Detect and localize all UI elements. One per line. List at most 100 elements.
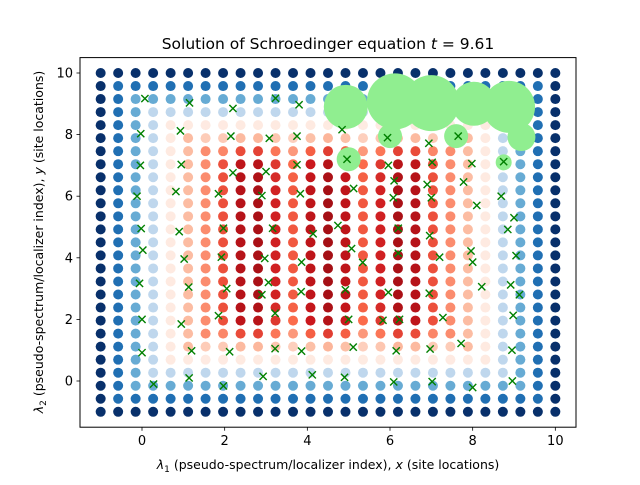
- heatmap-dot: [183, 237, 194, 248]
- heatmap-dot: [200, 250, 211, 261]
- heatmap-dot: [340, 263, 351, 274]
- heatmap-dot: [532, 185, 543, 196]
- heatmap-dot: [95, 237, 106, 248]
- heatmap-dot: [410, 159, 421, 170]
- heatmap-dot: [497, 289, 508, 300]
- heatmap-dot: [357, 354, 368, 365]
- heatmap-dot: [323, 354, 333, 365]
- x-marker: [389, 377, 398, 387]
- x-marker: [341, 285, 350, 294]
- heatmap-dot: [532, 237, 543, 248]
- x-marker: [136, 129, 145, 138]
- heatmap-dot: [218, 198, 229, 209]
- heatmap-dot: [480, 406, 491, 417]
- heatmap-dot: [113, 107, 124, 118]
- heatmap-dot: [410, 133, 421, 144]
- heatmap-dot: [532, 367, 543, 378]
- heatmap-dot: [165, 237, 176, 248]
- heatmap-dot: [148, 289, 159, 300]
- x-marker: [137, 224, 146, 233]
- heatmap-dot: [427, 302, 438, 313]
- heatmap-dot: [445, 198, 456, 209]
- heatmap-dot: [95, 354, 106, 365]
- heatmap-dot: [253, 185, 264, 196]
- x-marker: [135, 279, 144, 288]
- heatmap-dot: [148, 328, 159, 339]
- heatmap-dot: [113, 224, 124, 235]
- heatmap-dot: [200, 380, 211, 391]
- x-marker: [270, 309, 280, 318]
- heatmap-dot: [462, 380, 473, 391]
- heatmap-dot: [323, 263, 333, 274]
- highlight-circle: [483, 80, 536, 133]
- heatmap-dot: [95, 315, 106, 326]
- heatmap-dot: [357, 406, 368, 417]
- heatmap-dot: [130, 211, 141, 222]
- heatmap-dot: [445, 146, 456, 157]
- heatmap-dot: [323, 211, 333, 222]
- heatmap-dot: [410, 315, 421, 326]
- heatmap-dot: [392, 263, 403, 274]
- heatmap-dot: [200, 354, 211, 365]
- heatmap-dot: [165, 367, 176, 378]
- x-marker: [297, 258, 306, 267]
- x-marker: [506, 280, 515, 289]
- heatmap-dot: [515, 380, 526, 391]
- x-marker: [228, 168, 238, 177]
- heatmap-dot: [323, 198, 333, 209]
- heatmap-dot: [270, 367, 281, 378]
- x-marker: [349, 184, 358, 193]
- heatmap-dot: [200, 120, 211, 131]
- heatmap-dot: [357, 159, 368, 170]
- heatmap-dot: [305, 211, 316, 222]
- heatmap-dot: [113, 120, 124, 131]
- heatmap-dot: [288, 315, 299, 326]
- heatmap-dot: [392, 367, 403, 378]
- heatmap-dot: [445, 393, 456, 404]
- heatmap-dot: [357, 302, 368, 313]
- x-marker: [271, 94, 280, 103]
- highlight-circle: [336, 147, 361, 172]
- heatmap-dot: [375, 302, 386, 313]
- x-marker: [132, 192, 142, 201]
- heatmap-dot: [305, 120, 316, 131]
- heatmap-dot: [550, 302, 561, 313]
- heatmap-dot: [445, 276, 456, 287]
- heatmap-dot: [113, 250, 124, 261]
- x-tick-label: 8: [469, 434, 477, 449]
- heatmap-dot: [323, 172, 333, 183]
- heatmap-dot: [148, 198, 159, 209]
- heatmap-dot: [375, 250, 386, 261]
- heatmap-dot: [200, 276, 211, 287]
- x-marker: [515, 290, 524, 299]
- heatmap-dot: [253, 146, 264, 157]
- heatmap-dot: [165, 328, 176, 339]
- heatmap-dot: [235, 380, 246, 391]
- heatmap-dot: [148, 276, 159, 287]
- x-marker: [140, 94, 149, 103]
- heatmap-dot: [200, 159, 211, 170]
- heatmap-dot: [235, 263, 246, 274]
- heatmap-dot: [445, 289, 456, 300]
- heatmap-dot: [340, 224, 351, 235]
- heatmap-dot: [375, 172, 386, 183]
- heatmap-dot: [515, 185, 526, 196]
- heatmap-dot: [218, 237, 229, 248]
- heatmap-dot: [95, 81, 106, 92]
- heatmap-dot: [270, 380, 281, 391]
- heatmap-dot: [445, 237, 456, 248]
- heatmap-dot: [288, 172, 299, 183]
- heatmap-dot: [515, 406, 526, 417]
- heatmap-dot: [235, 146, 246, 157]
- x-marker: [508, 376, 517, 386]
- heatmap-dot: [323, 406, 333, 417]
- heatmap-dot: [165, 354, 176, 365]
- heatmap-dot: [340, 250, 351, 261]
- heatmap-dot: [427, 367, 438, 378]
- heatmap-dot: [235, 107, 246, 118]
- heatmap-dot: [515, 302, 526, 313]
- heatmap-dot: [235, 159, 246, 170]
- heatmap-dot: [445, 185, 456, 196]
- heatmap-dot: [305, 341, 316, 352]
- heatmap-dot: [532, 302, 543, 313]
